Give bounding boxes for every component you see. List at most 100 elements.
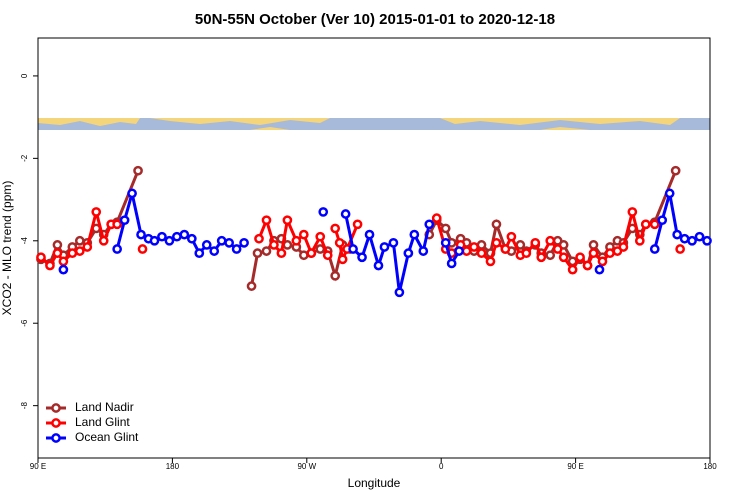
data-point (112, 244, 122, 254)
data-point (231, 244, 242, 254)
plot-frame (37, 37, 711, 459)
data-point (318, 207, 329, 217)
legend-marker (51, 403, 61, 413)
y-tick-label: -8 (20, 402, 29, 410)
data-point (694, 231, 705, 242)
data-point (575, 252, 585, 263)
data-point (461, 246, 472, 256)
chart-title: 50N-55N October (Ver 10) 2015-01-01 to 2… (195, 11, 555, 28)
data-point (52, 248, 63, 259)
data-point (58, 256, 69, 267)
data-point (269, 240, 279, 250)
data-point (330, 223, 341, 234)
x-tick-label: 90 W (297, 462, 316, 471)
data-point (337, 254, 348, 265)
data-point (127, 188, 137, 199)
data-point (186, 233, 197, 244)
data-point (454, 246, 464, 256)
data-point (440, 237, 451, 248)
data-point (334, 237, 345, 248)
data-point (98, 235, 109, 246)
data-point (552, 244, 563, 254)
data-point (74, 235, 85, 246)
legend-label: Ocean Glint (75, 430, 139, 444)
data-point (74, 246, 85, 256)
data-point (133, 165, 143, 176)
data-point (672, 229, 682, 240)
data-point (276, 248, 287, 259)
data-point (67, 248, 78, 259)
data-point (36, 252, 46, 263)
data-point (634, 235, 645, 246)
data-point (201, 240, 212, 250)
series (36, 207, 685, 275)
data-point (352, 219, 363, 230)
data-point (588, 248, 599, 259)
data-point (52, 240, 63, 250)
data-point (291, 235, 302, 246)
data-point (605, 248, 615, 259)
data-point (306, 248, 317, 259)
data-point (149, 235, 160, 246)
data-point (45, 260, 55, 271)
data-point (403, 248, 414, 259)
data-point (567, 264, 578, 275)
data-point (252, 248, 263, 259)
data-point (261, 246, 272, 256)
data-point (588, 240, 599, 250)
data-point (322, 250, 333, 261)
data-point (431, 213, 442, 223)
data-point (446, 258, 457, 269)
data-point (491, 237, 502, 248)
data-point (506, 231, 517, 242)
map-strip (38, 118, 710, 130)
legend-marker (51, 433, 61, 443)
data-point (254, 233, 264, 244)
data-point (491, 219, 502, 230)
y-tick-label: -4 (20, 237, 29, 245)
data-point (675, 244, 685, 254)
data-point (409, 229, 420, 240)
data-point (485, 256, 496, 267)
x-tick-label: 90 E (567, 462, 583, 471)
legend-label: Land Glint (75, 415, 130, 429)
legend-marker (51, 418, 61, 428)
data-point (670, 165, 681, 176)
data-point (224, 237, 234, 248)
data-point (582, 260, 593, 271)
data-point (702, 235, 712, 246)
data-point (440, 223, 451, 234)
data-point (340, 209, 351, 219)
y-axis-label: XCO2 - MLO trend (ppm) (0, 181, 14, 316)
y-tick-label: -6 (20, 319, 29, 327)
data-point (424, 219, 435, 230)
data-point (476, 248, 487, 259)
x-tick-label: 0 (439, 462, 444, 471)
data-point (157, 231, 167, 242)
data-point (597, 256, 608, 267)
data-point (58, 264, 69, 275)
data-point (388, 237, 399, 248)
data-point (91, 207, 102, 217)
data-point (649, 244, 660, 254)
data-point (82, 242, 93, 252)
data-point (112, 219, 122, 230)
data-point (136, 229, 146, 240)
data-point (119, 215, 130, 226)
data-point (649, 219, 660, 230)
data-point (536, 252, 547, 263)
x-tick-label: 90 E (30, 462, 46, 471)
data-point (239, 237, 249, 248)
data-point (500, 244, 511, 254)
data-point (216, 235, 227, 246)
data-point (364, 229, 375, 240)
data-point (521, 248, 532, 259)
data-point (394, 287, 405, 298)
data-point (558, 252, 569, 263)
series (58, 188, 712, 298)
data-point (172, 231, 182, 242)
data-point (194, 248, 205, 259)
data-point (545, 235, 556, 246)
data-point (618, 242, 629, 252)
